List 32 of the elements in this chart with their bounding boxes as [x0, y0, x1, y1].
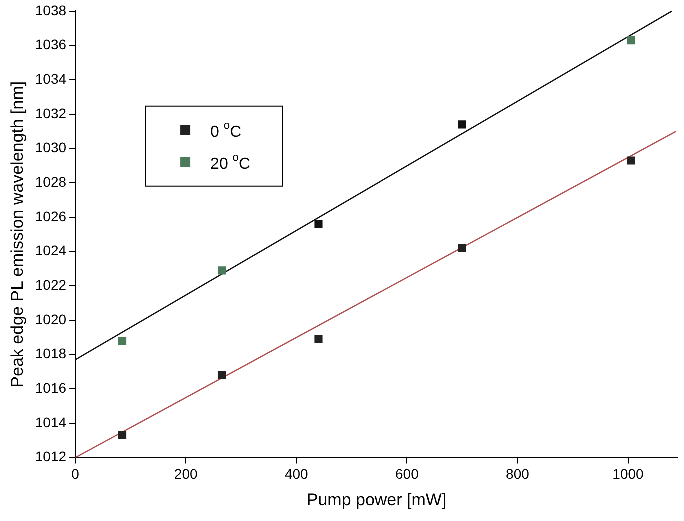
point [218, 266, 226, 275]
point [118, 431, 127, 440]
x-tick-label: 0 [72, 466, 80, 482]
y-tick-label: 1022 [35, 276, 67, 293]
y-tick-label: 1032 [35, 105, 67, 122]
y-tick-label: 1024 [35, 242, 67, 259]
y-tick-label: 1018 [35, 346, 67, 362]
point [458, 244, 466, 252]
y-tick-label: 1014 [35, 414, 67, 430]
x-tick-label: 600 [395, 466, 420, 482]
point [314, 335, 323, 344]
x-axis-title: Pump power [mW] [306, 490, 447, 510]
y-tick-label: 1020 [35, 311, 67, 328]
y-axis-title: Peak edge PL emission wavelength [nm] [8, 81, 27, 388]
point [626, 36, 636, 45]
y-tick-label: 1026 [35, 208, 67, 224]
x-tick-label: 800 [506, 466, 530, 482]
x-tick-label: 400 [284, 466, 309, 482]
y-tick-label: 1012 [35, 448, 67, 465]
x-tick-label: 200 [174, 466, 198, 482]
point [458, 120, 466, 129]
point [218, 371, 226, 380]
y-tick-label: 1028 [35, 174, 67, 190]
y-tick-label: 1036 [35, 36, 67, 53]
y-tick-label: 1038 [35, 2, 67, 18]
point [626, 156, 636, 165]
point [314, 220, 323, 228]
point [118, 337, 127, 346]
y-tick-label: 1016 [35, 380, 67, 396]
x-tick-label: 1000 [612, 466, 644, 482]
y-tick-label: 1030 [35, 140, 67, 156]
y-tick-label: 1034 [35, 70, 67, 87]
